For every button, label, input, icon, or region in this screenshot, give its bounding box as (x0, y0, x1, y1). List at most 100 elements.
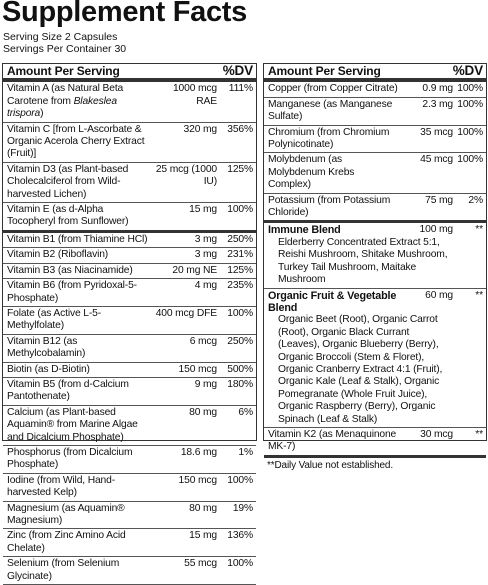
name-text: Vitamin A (as Natural Beta Carotene from (7, 83, 124, 107)
daily-value: 100% (227, 204, 253, 216)
name-text: Vitamin D3 (as Plant-based Cholecalcifer… (7, 163, 129, 200)
blend-ingredients: Elderberry Concentrated Extract 5:1, Rei… (278, 236, 448, 286)
amount: 4 mg (194, 280, 217, 292)
name-text: Vitamin B6 (from Pyridoxal-5-Phosphate) (7, 280, 137, 304)
name-text: Vitamin B5 (from d-Calcium Pantothenate) (7, 378, 129, 403)
name-text: Vitamin K2 (as Menaquinone MK-7) (268, 428, 397, 453)
daily-value: ** (475, 428, 483, 440)
blend-ingredients: Organic Beet (Root), Organic Carrot (Roo… (278, 314, 443, 425)
daily-value: 100% (227, 558, 253, 570)
dv-header: %DV (452, 63, 483, 78)
nutrient-name: Vitamin K2 (as Menaquinone MK-7) (268, 429, 399, 454)
blend-line: Immune Blend 100 mg ** (268, 224, 483, 236)
nutrient-row: Chromium (from Chromium Polynicotinate) 3… (264, 126, 486, 154)
daily-value: 250% (227, 335, 253, 347)
blend-row: Organic Fruit & Vegetable Blend 60 mg ** Or… (264, 289, 486, 428)
nutrient-name: Folate (as Active L-5-Methylfolate) (7, 308, 151, 333)
nutrient-name: Vitamin C [from L-Ascorbate & Organic Ac… (7, 124, 151, 161)
daily-value: 125% (227, 163, 253, 175)
nutrient-name: Vitamin B12 (as Methylcobalamin) (7, 336, 151, 361)
nutrient-name: Immune Blend (268, 224, 399, 236)
blend-row: Immune Blend 100 mg ** Elderberry Concentra… (264, 223, 486, 289)
name-text: Vitamin B3 (as Niacinamide) (7, 264, 133, 276)
nutrient-row: Selenium (from Selenium Glycinate) 55 mcg… (3, 557, 256, 585)
nutrient-name: Potassium (from Potassium Chloride) (268, 195, 399, 220)
name-text: Vitamin C [from L-Ascorbate & Organic Ac… (7, 123, 145, 160)
name-text: Vitamin B1 (from Thiamine HCl) (7, 233, 148, 245)
amount-header: Amount Per Serving (268, 64, 381, 78)
amount: 9 mg (194, 378, 217, 390)
name-text: Vitamin B2 (Riboflavin) (7, 249, 109, 261)
blend-line: Organic Fruit & Vegetable Blend 60 mg ** (268, 290, 483, 315)
name-text: Immune Blend (268, 224, 341, 237)
daily-value: 100% (457, 126, 483, 138)
nutrient-name: Vitamin D3 (as Plant-based Cholecalcifer… (7, 164, 151, 201)
left-panel: Amount Per Serving %DV Vitamin A (as Natur… (2, 63, 257, 585)
nutrient-name: Molybdenum (as Molybdenum Krebs Complex) (268, 154, 399, 191)
nutrient-row: Zinc (from Zinc Amino Acid Chelate) 15 mg… (3, 529, 256, 558)
amount: 150 mcg (178, 363, 218, 375)
daily-value: 356% (227, 123, 253, 135)
amount: 15 mg (189, 204, 217, 216)
name-text: Selenium (from Selenium Glycinate) (7, 558, 120, 582)
daily-value: 2% (468, 194, 483, 206)
daily-value: 180% (227, 378, 253, 390)
name-text: Folate (as Active L-5-Methylfolate) (7, 307, 101, 332)
daily-value: 100% (457, 154, 483, 166)
amount: 1000 mcg RAE (172, 83, 217, 107)
nutrient-name: Copper (from Copper Citrate) (268, 83, 399, 95)
nutrient-name: Vitamin A (as Natural Beta Carotene from… (7, 83, 151, 120)
name-text: Manganese (as Manganese Sulfate) (268, 98, 393, 123)
right-panel: Amount Per Serving %DV Copper (from Copper… (263, 63, 487, 471)
nutrient-row: Molybdenum (as Molybdenum Krebs Complex)… (264, 153, 486, 194)
amount: 0.9 mg (422, 83, 453, 95)
daily-value: 100% (227, 474, 253, 486)
name-text: Iodine (from Wild, Hand-harvested Kelp) (7, 474, 115, 499)
amount: 320 mg (183, 123, 218, 135)
amount: 80 mg (189, 406, 217, 418)
nutrient-row: Phosphorus (from Dicalcium Phosphate) 18.… (3, 446, 256, 474)
daily-value: 500% (227, 363, 253, 375)
panel-header: Amount Per Serving %DV (264, 63, 486, 83)
source-species: Blakeslea trispora (7, 95, 117, 120)
name-text: Phosphorus (from Dicalcium Phosphate) (7, 446, 133, 471)
daily-value: 6% (238, 406, 253, 418)
nutrient-name: Vitamin B2 (Riboflavin) (7, 249, 151, 261)
title: Supplement Facts (2, 0, 247, 28)
serving-size: Serving Size 2 Capsules (3, 31, 118, 43)
nutrient-row: Vitamin B12 (as Methylcobalamin) 6 mcg 250… (3, 335, 256, 363)
name-text: Molybdenum (as Molybdenum Krebs Complex) (268, 154, 355, 191)
amount: 6 mcg (189, 335, 217, 347)
daily-value: 235% (227, 280, 253, 292)
nutrient-row: Vitamin B1 (from Thiamine HCl) 3 mg 250% (3, 233, 256, 249)
amount: 20 mg NE (172, 264, 217, 276)
daily-value: 231% (227, 249, 253, 261)
nutrient-name: Magnesium (as Aquamin® Magnesium) (7, 503, 151, 528)
nutrient-row: Iodine (from Wild, Hand-harvested Kelp) 1… (3, 474, 256, 502)
name-text: Vitamin E (as d-Alpha Tocopheryl from Su… (7, 204, 129, 228)
amount: 400 mcg DFE (155, 307, 217, 319)
nutrient-row: Vitamin E (as d-Alpha Tocopheryl from Su… (3, 203, 256, 233)
nutrient-row: Copper (from Copper Citrate) 0.9 mg 100% (264, 82, 486, 98)
amount: 150 mcg (178, 474, 218, 486)
nutrient-name: Vitamin E (as d-Alpha Tocopheryl from Su… (7, 204, 151, 229)
footnote: **Daily Value not established. (267, 459, 393, 471)
amount: 55 mcg (184, 558, 217, 570)
amount: 30 mcg (420, 428, 453, 440)
nutrient-row: Biotin (as D-Biotin) 150 mcg 500% (3, 363, 256, 378)
nutrient-name: Chromium (from Chromium Polynicotinate) (268, 127, 399, 152)
nutrient-row: Vitamin B2 (Riboflavin) 3 mg 231% (3, 248, 256, 264)
name-text: Magnesium (as Aquamin® Magnesium) (7, 502, 125, 526)
daily-value: ** (475, 289, 483, 301)
nutrient-name: Calcium (as Plant-based Aquamin® from Ma… (7, 407, 151, 444)
servings-per-container: Servings Per Container 30 (3, 43, 127, 55)
nutrient-row: Vitamin A (as Natural Beta Carotene from… (3, 82, 256, 123)
name-text: Organic Fruit & Vegetable Blend (268, 289, 397, 314)
nutrient-name: Zinc (from Zinc Amino Acid Chelate) (7, 530, 151, 555)
daily-value: 1% (238, 446, 253, 458)
amount: 2.3 mg (422, 98, 453, 110)
name-text: Zinc (from Zinc Amino Acid Chelate) (7, 530, 126, 554)
nutrient-row: Vitamin D3 (as Plant-based Cholecalcifer… (3, 163, 256, 204)
nutrient-row: Vitamin B6 (from Pyridoxal-5-Phosphate) 4… (3, 279, 256, 307)
nutrient-row: Magnesium (as Aquamin® Magnesium) 80 mg 19… (3, 502, 256, 530)
